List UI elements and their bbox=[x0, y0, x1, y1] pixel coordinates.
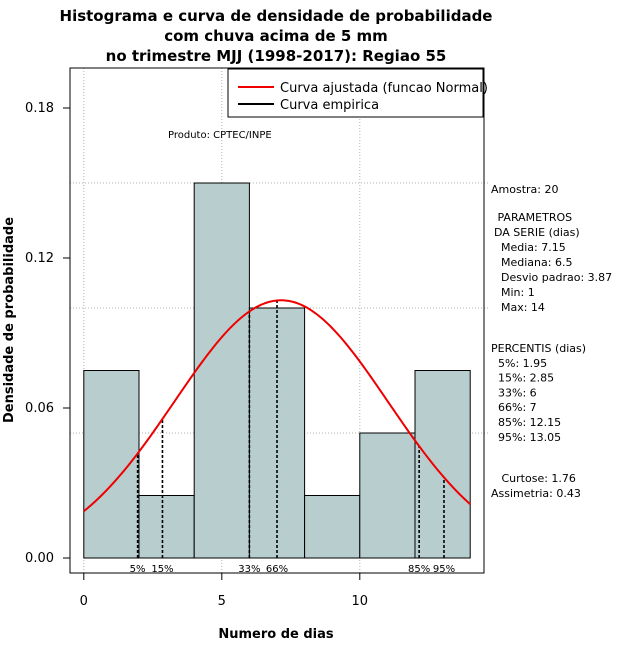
histogram-bar bbox=[414, 370, 471, 559]
normal-curve-line bbox=[83, 299, 471, 513]
percentile-label: 66% bbox=[266, 564, 288, 575]
legend-entry-label: Curva ajustada (funcao Normal) bbox=[280, 81, 488, 96]
sample-size: Amostra: 20 bbox=[491, 183, 558, 196]
legend-box bbox=[227, 68, 484, 118]
legend-entry-label: Curva empirica bbox=[280, 98, 379, 113]
y-tick-label: 0.18 bbox=[25, 101, 54, 116]
chart-title-line: Histograma e curva de densidade de proba… bbox=[60, 7, 493, 25]
side-panel: Amostra: 20 PARAMETROS DA SERIE (dias) Me… bbox=[491, 183, 612, 500]
percentile-line-text: 15%: 2.85 bbox=[491, 372, 554, 385]
percentile-line-text: 5%: 1.95 bbox=[491, 357, 547, 370]
percentile-line-text: 33%: 6 bbox=[491, 386, 537, 399]
percentile-label: 15% bbox=[151, 564, 173, 575]
parameter-line: DA SERIE (dias) bbox=[494, 226, 580, 239]
x-tick-label: 10 bbox=[352, 594, 369, 609]
plot-frame bbox=[69, 67, 485, 574]
histogram-bar bbox=[193, 182, 250, 559]
x-tick-label: 5 bbox=[218, 594, 226, 609]
histogram-bar bbox=[359, 432, 416, 559]
x-axis-label: Numero de dias bbox=[218, 627, 334, 642]
stats-line: Assimetria: 0.43 bbox=[491, 487, 581, 500]
y-tick-label: 0.06 bbox=[25, 401, 54, 416]
product-annotation: Produto: CPTEC/INPE bbox=[168, 130, 272, 141]
y-axis-label: Densidade de probabilidade bbox=[2, 217, 17, 423]
chart-title-line: no trimestre MJJ (1998-2017): Regiao 55 bbox=[106, 47, 447, 65]
y-tick-label: 0.12 bbox=[25, 251, 54, 266]
parameter-line: Max: 14 bbox=[494, 301, 545, 314]
percentile-line-text: 66%: 7 bbox=[491, 401, 537, 414]
y-tick-label: 0.00 bbox=[25, 551, 54, 566]
histogram-bar bbox=[138, 495, 195, 559]
chart-title-line: com chuva acima de 5 mm bbox=[164, 27, 388, 45]
percentile-label: 33% bbox=[238, 564, 260, 575]
normal-curve bbox=[83, 299, 471, 513]
percentile-lines: 5% 15% 33% 66% 85% 95% bbox=[130, 300, 455, 575]
histogram-bar bbox=[304, 495, 361, 559]
percentile-label: 85% bbox=[408, 564, 430, 575]
percentile-label: 5% bbox=[130, 564, 146, 575]
axes: 0 5 10 0.00 0.06 0.12 0.18 bbox=[25, 67, 485, 609]
parameter-line: Media: 7.15 bbox=[494, 241, 566, 254]
parameter-line: Desvio padrao: 3.87 bbox=[494, 271, 612, 284]
chart-title: Histograma e curva de densidade de proba… bbox=[60, 7, 493, 65]
percentile-label: 95% bbox=[433, 564, 455, 575]
percentile-line-text: 85%: 12.15 bbox=[491, 416, 561, 429]
legend: Curva ajustada (funcao Normal) Curva empi… bbox=[227, 68, 488, 118]
percentile-line-text: PERCENTIS (dias) bbox=[491, 342, 586, 355]
histogram-bars bbox=[83, 182, 471, 559]
stats-line: Curtose: 1.76 bbox=[491, 472, 576, 485]
parameter-line: Min: 1 bbox=[494, 286, 535, 299]
histogram-bar bbox=[83, 370, 140, 559]
x-tick-label: 0 bbox=[80, 594, 88, 609]
parameter-line: Mediana: 6.5 bbox=[494, 256, 572, 269]
percentile-line-text: 95%: 13.05 bbox=[491, 431, 561, 444]
parameter-line: PARAMETROS bbox=[494, 211, 572, 224]
